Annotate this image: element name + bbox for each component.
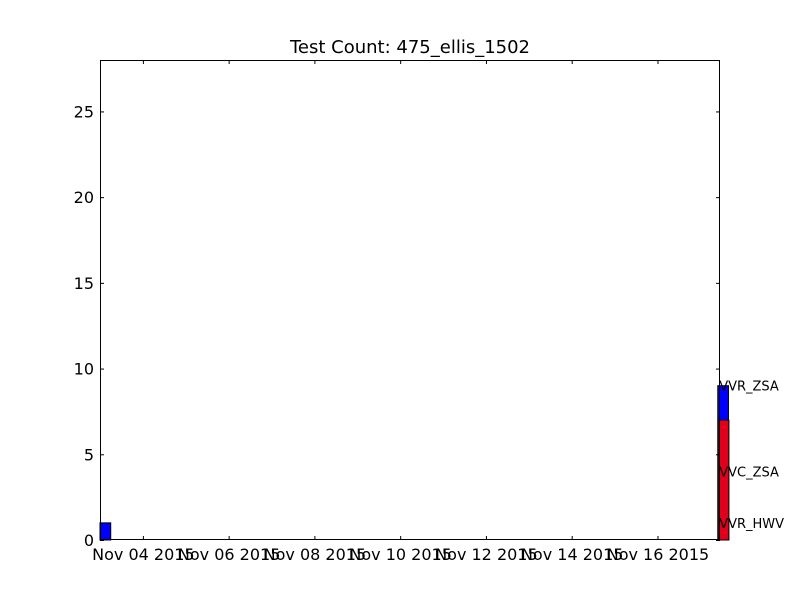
annotations-layer: VVR_ZSA VVC_ZSA VVR_HWV: [719, 380, 784, 532]
x-tick-label-2: Nov 08 2015: [264, 545, 366, 564]
plot-frame: [100, 60, 720, 540]
x-tick-label-1: Nov 06 2015: [178, 545, 280, 564]
y-tick-label-0: 0: [84, 531, 94, 550]
bars-layer: [99, 385, 730, 541]
y-tick-label-3: 15: [74, 274, 94, 293]
x-tick-label-0: Nov 04 2015: [92, 545, 194, 564]
bar-0: [99, 522, 112, 541]
x-tick-label-4: Nov 12 2015: [435, 545, 537, 564]
bar-2: [717, 419, 730, 541]
x-tick-label-3: Nov 10 2015: [349, 545, 451, 564]
y-tick-label-5: 25: [74, 102, 94, 121]
y-tick-label-4: 20: [74, 188, 94, 207]
chart-title: Test Count: 475_ellis_1502: [289, 37, 530, 58]
x-tick-label-5: Nov 14 2015: [521, 545, 623, 564]
x-tick-label-6: Nov 16 2015: [607, 545, 709, 564]
annotation-0: VVR_ZSA: [719, 380, 779, 395]
annotation-1: VVC_ZSA: [719, 465, 779, 480]
y-tick-label-1: 5: [84, 445, 94, 464]
annotation-2: VVR_HWV: [719, 517, 784, 532]
y-tick-label-2: 10: [74, 360, 94, 379]
